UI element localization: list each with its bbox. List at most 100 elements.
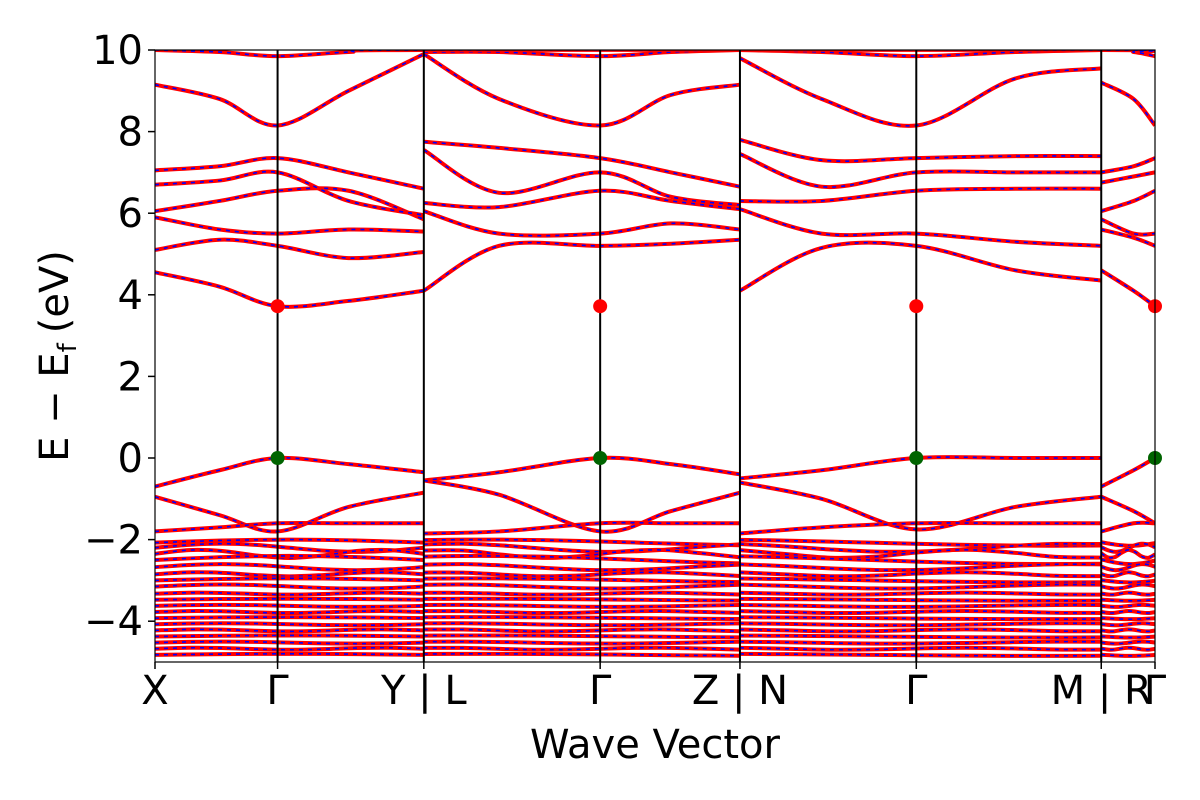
band-0-overlay [155, 271, 424, 308]
deep-band-6-overlay [155, 577, 424, 582]
x-tick-label: Z | N [692, 668, 788, 714]
deep-band-4-overlay [1100, 563, 1155, 571]
band-4-line [423, 139, 741, 189]
deep-band-18-line [423, 651, 740, 658]
x-tick-label: X [141, 668, 168, 714]
deep-band-18-overlay [1101, 653, 1155, 657]
deep-band-12-overlay [155, 616, 424, 619]
deep-band-7-line [423, 582, 741, 591]
deep-band-16-line [423, 639, 740, 646]
band-5-line [1100, 156, 1155, 175]
deep-band-15-overlay [155, 634, 424, 638]
deep-band-8-line [423, 590, 740, 597]
cbm-marker [593, 299, 608, 314]
band-5-overlay [739, 57, 1102, 127]
band-0-overlay [423, 238, 740, 292]
deep-band-10-overlay [1101, 604, 1155, 608]
deep-band-8-overlay [155, 591, 424, 596]
deep-band-4-line [423, 562, 741, 573]
deep-band-6-overlay [1101, 579, 1155, 584]
deep-band-0-overlay [739, 539, 1102, 547]
x-tick-label: M | R [1051, 668, 1152, 714]
band-8-line [423, 455, 741, 483]
deep-band-17-overlay [1101, 646, 1155, 651]
deep-band-13-overlay [1101, 622, 1155, 627]
deep-band-15-overlay [739, 634, 1102, 639]
band-2-line [155, 215, 424, 236]
vbm-marker [593, 451, 608, 465]
vbm-marker [909, 451, 924, 465]
y-tick-label: 0 [118, 436, 143, 482]
cbm-marker [270, 299, 285, 314]
deep-band-14-overlay [155, 628, 424, 633]
deep-band-11-overlay [739, 610, 1102, 614]
deep-band-3-overlay [739, 555, 1102, 565]
deep-band-12-line [423, 615, 740, 621]
deep-band-7-overlay [739, 583, 1102, 590]
deep-band-0-line [423, 537, 740, 548]
band-1-line [155, 237, 424, 261]
band-0-line [155, 270, 425, 309]
y-axis-label-main: E − E [32, 352, 78, 462]
band-1-line [1100, 227, 1155, 248]
band-6-line [155, 52, 425, 128]
deep-band-3-line [423, 553, 741, 566]
plot-frame [154, 49, 1156, 663]
x-axis-label: Wave Vector [530, 722, 781, 768]
band-5-line [422, 52, 741, 128]
deep-band-5-overlay [155, 571, 424, 578]
deep-band-4-overlay [155, 563, 424, 572]
x-tick-label: Y | L [380, 668, 467, 714]
band-edge-markers [270, 299, 1162, 465]
deep-band-0-overlay [155, 538, 424, 544]
band-8-overlay [155, 457, 424, 488]
deep-band-9-overlay [739, 598, 1102, 602]
deep-band-5-overlay [739, 571, 1102, 578]
band-6-overlay [1100, 81, 1155, 126]
band-8-line [155, 455, 425, 489]
deep-band-17-overlay [155, 646, 424, 651]
band-0-overlay [1100, 269, 1155, 307]
svg-text:E − Ef(eV): E − Ef (eV) [32, 250, 83, 462]
band-1-overlay [423, 210, 741, 237]
band-5-line [739, 56, 1102, 128]
band-0-line [738, 240, 1102, 293]
deep-band-16-overlay [1101, 640, 1155, 645]
x-tick-label: Γ [266, 668, 289, 714]
deep-band-7-overlay [1101, 583, 1155, 590]
deep-band-6-line [423, 576, 740, 585]
deep-band-17-line [423, 645, 740, 652]
deep-band-14-overlay [1101, 628, 1155, 633]
x-tick-label: Γ [589, 668, 612, 714]
deep-band-15-overlay [1101, 635, 1155, 639]
deep-band-13-overlay [155, 622, 424, 627]
deep-band-18-overlay [739, 653, 1102, 657]
band-9-line [155, 490, 425, 534]
y-tick-label: 6 [118, 191, 143, 237]
deep-band-9-overlay [155, 597, 424, 601]
kpoint-lines [276, 50, 1103, 662]
band-0-overlay [739, 241, 1102, 292]
x-tick-label: Γ [1144, 668, 1167, 714]
deep-band-17-overlay [739, 646, 1102, 651]
deep-band-11-overlay [1101, 610, 1155, 614]
deep-band-1-line [423, 541, 741, 554]
band-4-line [1100, 170, 1155, 185]
vbm-marker [270, 451, 285, 465]
deep-band-13-overlay [739, 622, 1102, 627]
band-3-line [1100, 188, 1155, 214]
band-4-overlay [739, 138, 1102, 162]
band-4-overlay [155, 170, 424, 217]
y-axis-ticks: −4 −2 0 2 4 6 8 10 [84, 28, 155, 645]
band-3-overlay [423, 149, 741, 206]
deep-band-12-overlay [739, 616, 1102, 620]
band-3-line [155, 186, 425, 222]
y-axis-label: E − Ef (eV) [32, 250, 83, 462]
deep-band-7-overlay [155, 583, 424, 590]
deep-band-14-overlay [739, 628, 1102, 633]
deep-band-11-overlay [155, 610, 424, 614]
y-axis-label-sub: f [53, 342, 83, 352]
deep-band-9-overlay [1101, 598, 1155, 602]
